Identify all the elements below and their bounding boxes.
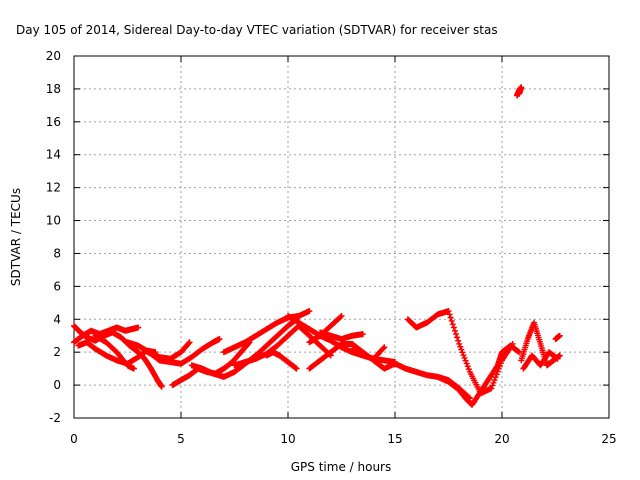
data-point bbox=[491, 376, 498, 383]
y-tick-label: -2 bbox=[49, 411, 61, 425]
series-track-b bbox=[71, 324, 142, 346]
data-point bbox=[454, 334, 461, 341]
y-tick-label: 12 bbox=[46, 181, 61, 195]
y-tick-label: 14 bbox=[46, 148, 61, 162]
x-tick-label: 0 bbox=[70, 432, 78, 446]
data-point bbox=[135, 324, 142, 331]
data-point bbox=[463, 360, 470, 367]
series-track-t bbox=[520, 349, 561, 372]
y-tick-label: 10 bbox=[46, 214, 61, 228]
y-tick-label: 16 bbox=[46, 115, 61, 129]
y-tick-label: 4 bbox=[53, 312, 61, 326]
plot-frame bbox=[73, 55, 610, 419]
data-point bbox=[337, 313, 344, 320]
data-point bbox=[445, 308, 452, 315]
data-point bbox=[489, 382, 496, 389]
data-point bbox=[451, 327, 458, 334]
data-point bbox=[306, 308, 313, 315]
data-point bbox=[455, 337, 462, 344]
data-point bbox=[554, 355, 561, 362]
series-track-o bbox=[317, 329, 366, 343]
data-point bbox=[130, 365, 137, 372]
data-point bbox=[359, 331, 366, 338]
series-track-m bbox=[306, 340, 473, 402]
data-point bbox=[380, 345, 387, 352]
x-tick-label: 10 bbox=[280, 432, 295, 446]
x-tick-label: 15 bbox=[387, 432, 402, 446]
chart-title: Day 105 of 2014, Sidereal Day-to-day VTE… bbox=[16, 23, 498, 37]
data-point bbox=[448, 317, 455, 324]
y-tick-label: 0 bbox=[53, 378, 61, 392]
data-points bbox=[71, 84, 563, 408]
data-point bbox=[457, 343, 464, 350]
y-tick-label: 20 bbox=[46, 49, 61, 63]
data-point bbox=[186, 339, 193, 346]
series-outlier bbox=[513, 84, 525, 99]
y-tick-label: 18 bbox=[46, 82, 61, 96]
data-point bbox=[464, 363, 471, 370]
x-tick-label: 5 bbox=[177, 432, 185, 446]
series-track-r bbox=[434, 342, 523, 408]
data-point bbox=[338, 312, 345, 319]
data-point bbox=[185, 340, 192, 347]
data-point bbox=[458, 346, 465, 353]
data-point bbox=[459, 349, 466, 356]
y-tick-label: 8 bbox=[53, 246, 61, 260]
data-point bbox=[488, 385, 495, 392]
series-track-u bbox=[552, 332, 563, 343]
data-point bbox=[158, 383, 165, 390]
data-point bbox=[556, 332, 563, 339]
series-track-p bbox=[349, 344, 388, 362]
x-tick-label: 25 bbox=[601, 432, 616, 446]
data-point bbox=[465, 366, 472, 373]
data-point bbox=[216, 336, 223, 343]
data-point bbox=[456, 340, 463, 347]
data-point bbox=[492, 374, 499, 381]
data-point bbox=[461, 354, 468, 361]
series-track-f bbox=[139, 336, 223, 367]
x-axis-label: GPS time / hours bbox=[291, 460, 392, 474]
series-track-d bbox=[92, 332, 137, 372]
data-point bbox=[449, 321, 456, 328]
y-tick-label: 6 bbox=[53, 279, 61, 293]
data-point bbox=[446, 311, 453, 318]
y-axis-label: SDTVAR / TECUs bbox=[9, 188, 23, 286]
series-track-k bbox=[263, 349, 300, 372]
data-point bbox=[490, 379, 497, 386]
data-point bbox=[447, 314, 454, 321]
data-point bbox=[460, 352, 467, 359]
data-point bbox=[516, 90, 523, 97]
data-point bbox=[293, 365, 300, 372]
data-point bbox=[381, 344, 388, 351]
data-point bbox=[450, 324, 457, 331]
data-point bbox=[462, 357, 469, 364]
data-point bbox=[452, 331, 459, 338]
y-tick-label: 2 bbox=[53, 345, 61, 359]
x-tick-label: 20 bbox=[494, 432, 509, 446]
axis-ticks: 0 5 10 15 20 25 -2 0 2 4 6 8 10 12 14 16 18 20 bbox=[46, 49, 617, 446]
